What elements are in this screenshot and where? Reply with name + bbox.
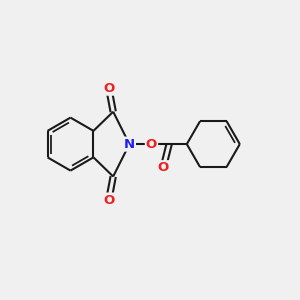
Text: O: O	[158, 161, 169, 174]
Text: O: O	[103, 82, 114, 95]
Text: O: O	[103, 194, 114, 207]
Text: N: N	[124, 138, 135, 151]
Text: O: O	[146, 138, 157, 151]
